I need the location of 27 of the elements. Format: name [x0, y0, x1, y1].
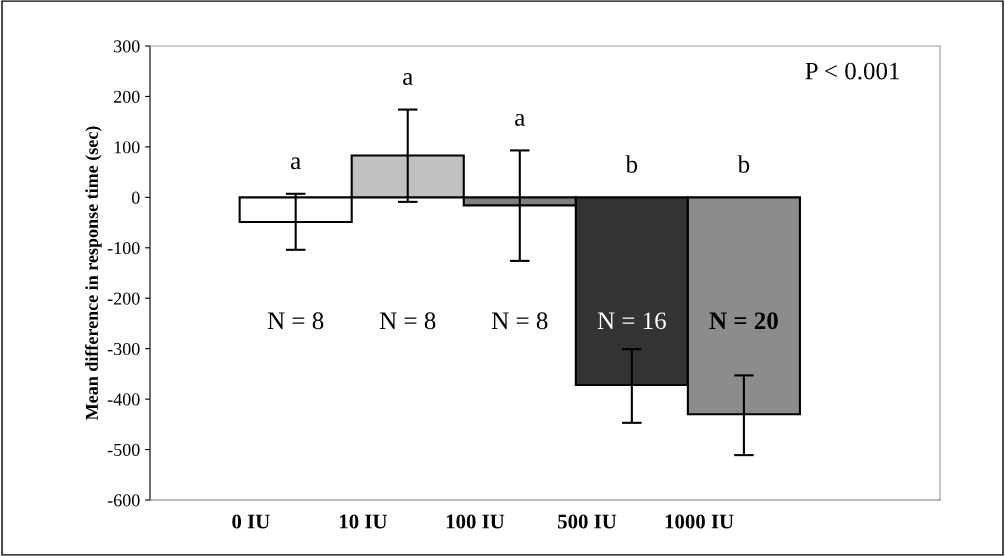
y-tick-label: 200 [113, 90, 140, 103]
annotation: a [291, 157, 301, 170]
annotation: N = 8 [267, 312, 324, 330]
y-tick-label: -100 [107, 242, 140, 255]
y-tick-label: -200 [107, 292, 140, 305]
text: P < 0.001 [805, 62, 899, 80]
annotation: a [403, 73, 413, 86]
y-tick-label: -600 [107, 494, 140, 507]
annotation: N = 8 [491, 312, 548, 330]
x-tick-label: 100 IU [446, 514, 505, 529]
x-tick-label: 10 IU [339, 514, 387, 529]
y-tick-label: 100 [114, 141, 140, 154]
y-tick-label: -300 [107, 342, 140, 356]
annotation: N = 8 [379, 312, 436, 330]
y-axis-title: Mean difference in response time (sec) [85, 126, 102, 421]
y-tick-label: -400 [107, 393, 140, 406]
annotation: a [515, 113, 525, 126]
y-tick-label: 300 [114, 40, 140, 53]
x-tick-label: 0 IU [232, 514, 270, 529]
x-tick-label: 500 IU [558, 514, 617, 529]
annotation: b [737, 155, 750, 173]
y-tick-label: -500 [107, 443, 140, 456]
annotation: N = 20 [709, 312, 778, 330]
x-tick-label: 1000 IU [665, 514, 734, 529]
annotation: N = 16 [597, 312, 666, 330]
y-tick-label: 0 [131, 191, 140, 204]
annotation: b [625, 155, 638, 173]
